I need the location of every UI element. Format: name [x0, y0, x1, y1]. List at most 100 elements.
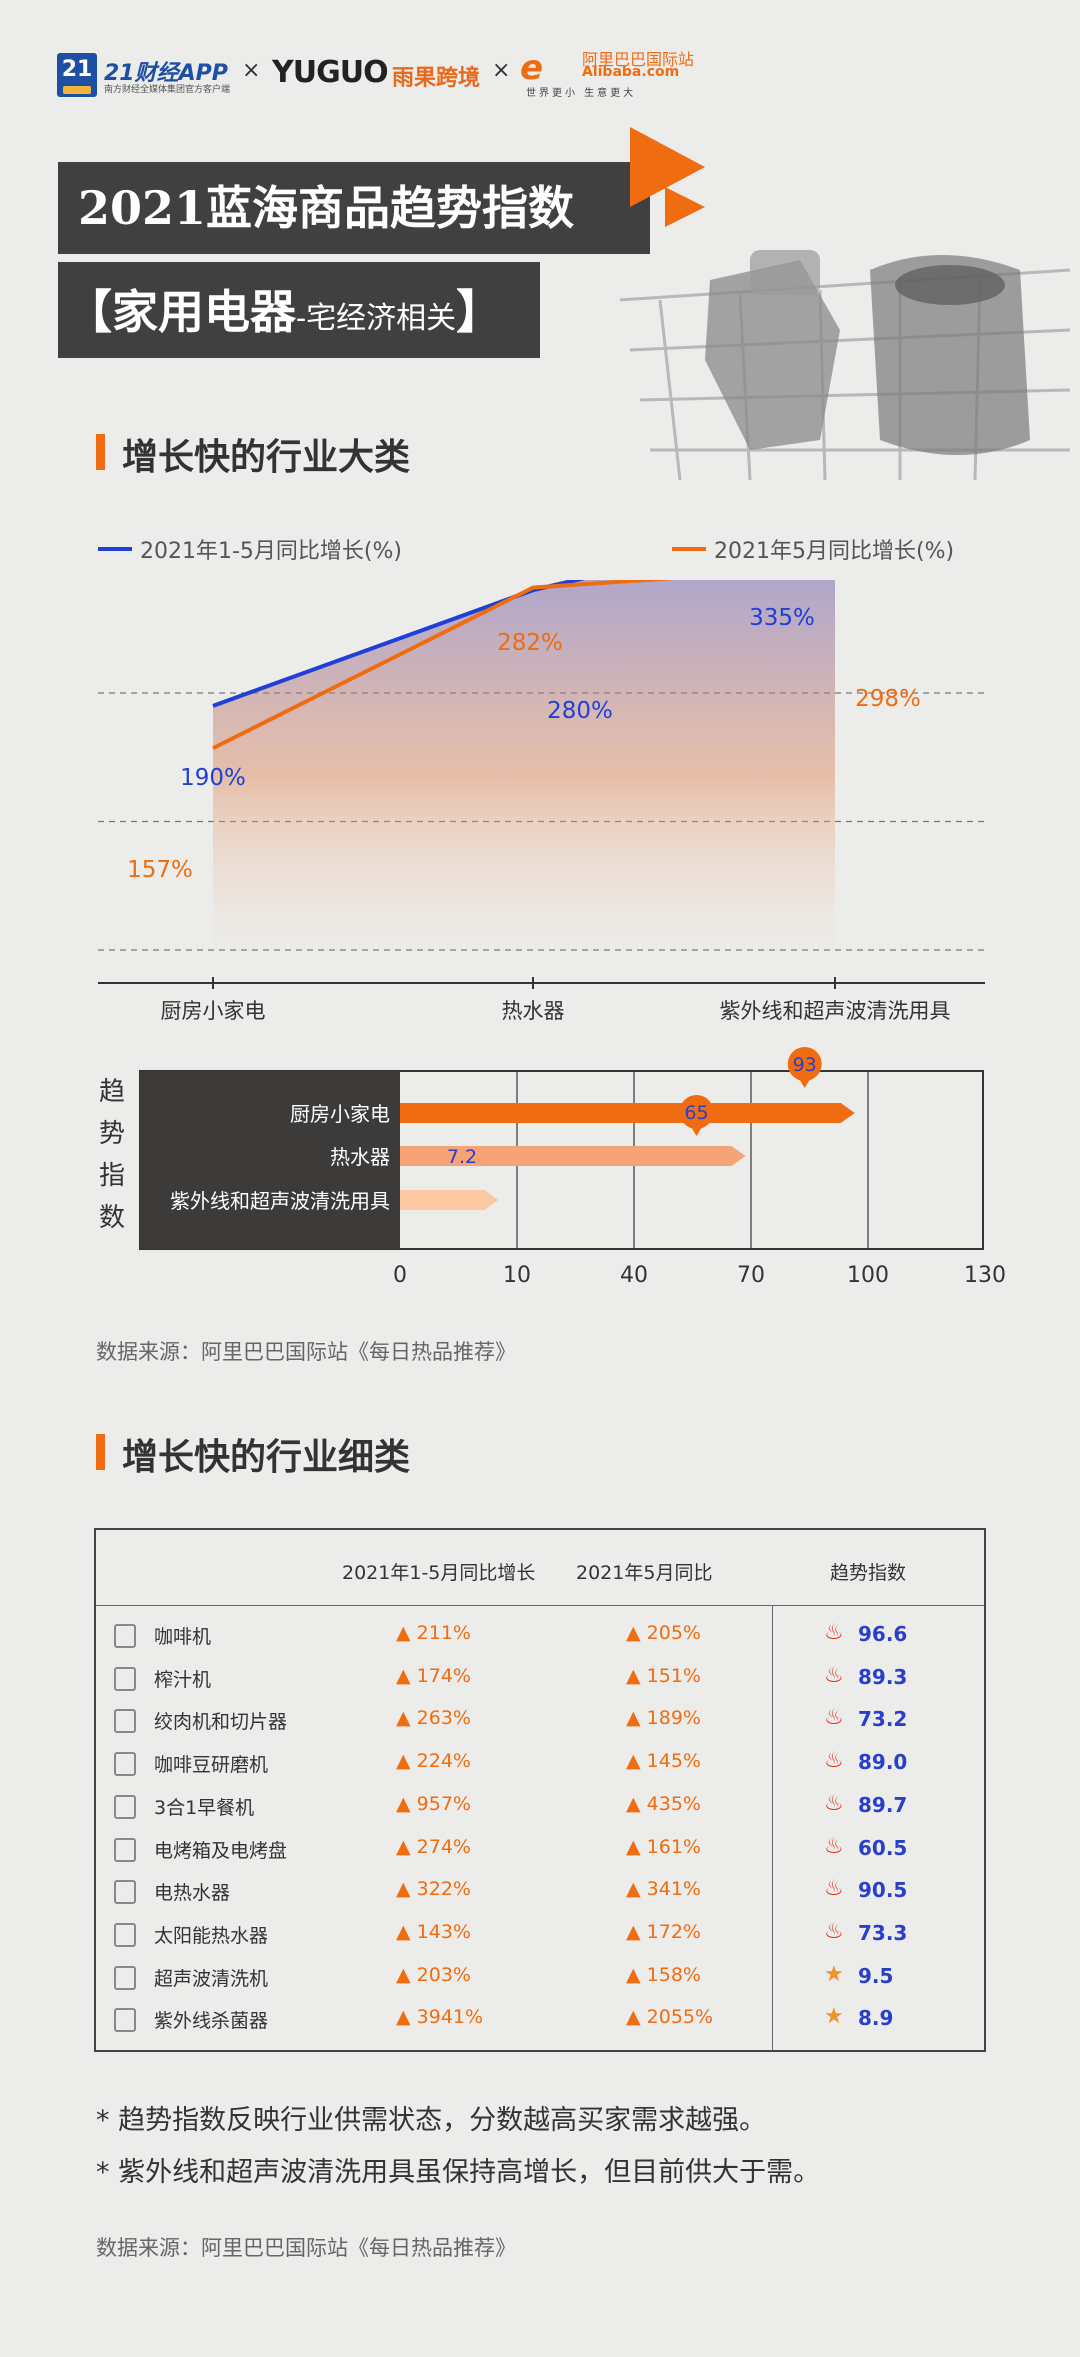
fire-icon: ♨ — [824, 1833, 844, 1859]
table-cell-ytd: ▲ 274% — [396, 1835, 471, 1858]
x-tick-label: 0 — [393, 1263, 407, 1288]
appliance-cart-illustration — [619, 250, 1071, 481]
appliance-icon — [114, 1922, 136, 1947]
brand-yuguo: YUGUO — [272, 55, 389, 90]
table-column-divider — [772, 1605, 773, 2050]
table-row: 3合1早餐机 ▲ 957% ▲ 435% ♨ 89.7 — [96, 1790, 984, 1821]
table-cell-ytd: ▲ 263% — [396, 1707, 471, 1730]
table-cell-ytd: ▲ 3941% — [396, 2006, 484, 2029]
x-tick-label: 130 — [964, 1263, 1006, 1288]
fire-icon: ♨ — [824, 1662, 844, 1688]
title-box — [58, 162, 650, 254]
detail-table: 2021年1-5月同比增长 2021年5月同比 趋势指数 咖啡机 ▲ 211% ▲ … — [94, 1528, 986, 2052]
star-icon: ★ — [824, 2004, 844, 2030]
table-row: 咖啡豆研磨机 ▲ 224% ▲ 145% ♨ 89.0 — [96, 1748, 984, 1778]
table-cell-index: 73.3 — [858, 1920, 908, 1945]
table-header-index: 趋势指数 — [830, 1562, 907, 1584]
table-cell-name: 太阳能热水器 — [154, 1924, 269, 1947]
table-cell-may: ▲ 158% — [626, 1963, 701, 1986]
y-axis-label-char: 趋 — [99, 1077, 125, 1107]
table-row: 紫外线杀菌器 ▲ 3941% ▲ 2055% ★ 8.9 — [96, 2004, 984, 2034]
series-line-1 — [212, 580, 675, 751]
page-subtitle: 【家用电器-宅经济相关】 — [66, 285, 503, 339]
table-header-may: 2021年5月同比 — [576, 1562, 713, 1584]
data-label-orange: 298% — [855, 686, 921, 712]
bar-category-label: 紫外线和超声波清洗用具 — [170, 1189, 390, 1213]
appliance-icon — [114, 1666, 136, 1691]
legend-blue-label: 2021年1-5月同比增长(%) — [140, 539, 402, 564]
x-tick-label: 紫外线和超声波清洗用具 — [720, 999, 951, 1023]
series-line-0 — [212, 580, 586, 708]
legend-orange-label: 2021年5月同比增长(%) — [714, 539, 955, 564]
table-cell-name: 3合1早餐机 — [154, 1796, 255, 1819]
table-cell-index: 89.7 — [858, 1792, 908, 1817]
bar — [400, 1146, 746, 1166]
play-arrow-icon — [630, 127, 705, 227]
x-tick-label: 70 — [737, 1263, 765, 1288]
data-label: 93 — [793, 1054, 817, 1076]
brand-21caijing: 21财经APP — [104, 61, 228, 86]
area-fill — [213, 580, 835, 950]
fire-icon: ♨ — [824, 1918, 844, 1944]
table-cell-may: ▲ 189% — [626, 1707, 701, 1730]
brand-alibaba-cn: 阿里巴巴国际站 — [582, 50, 695, 69]
table-row: 咖啡机 ▲ 211% ▲ 205% ♨ 96.6 — [96, 1620, 984, 1650]
table-cell-may: ▲ 161% — [626, 1835, 701, 1858]
data-label-badge — [679, 1095, 714, 1129]
data-label-orange: 282% — [497, 630, 563, 656]
table-header-ytd: 2021年1-5月同比增长 — [342, 1562, 536, 1584]
brand-yuguo-cn: 雨果跨境 — [392, 66, 481, 91]
table-cell-ytd: ▲ 224% — [396, 1750, 471, 1773]
fire-icon: ♨ — [824, 1705, 844, 1731]
data-label-blue: 280% — [547, 698, 613, 724]
table-cell-ytd: ▲ 322% — [396, 1878, 471, 1901]
data-label-blue: 190% — [180, 765, 246, 791]
table-cell-index: 9.5 — [858, 1963, 894, 1988]
times-separator-2: × — [492, 58, 511, 83]
appliance-icon — [114, 2008, 136, 2033]
section2-source: 数据来源：阿里巴巴国际站《每日热品推荐》 — [96, 2236, 516, 2260]
y-axis-label-char: 指 — [99, 1161, 125, 1191]
data-label-blue: 335% — [749, 605, 815, 631]
table-cell-index: 8.9 — [858, 2006, 894, 2031]
appliance-icon — [114, 1624, 136, 1648]
line-chart: 厨房小家电 热水器 紫外线和超声波清洗用具 190% 280% 335% 157% 282% 2… — [98, 580, 985, 1023]
table-header-divider — [96, 1605, 984, 1606]
note-2: * 紫外线和超声波清洗用具虽保持高增长，但目前供大于需。 — [96, 2157, 821, 2188]
table-cell-index: 73.2 — [858, 1707, 908, 1732]
y-axis-label-char: 势 — [99, 1119, 125, 1149]
bar-category-label: 厨房小家电 — [290, 1102, 390, 1126]
table-cell-name: 紫外线杀菌器 — [154, 2010, 269, 2033]
data-label: 7.2 — [447, 1146, 477, 1168]
appliance-icon — [114, 1837, 136, 1862]
legend-orange-swatch — [672, 547, 706, 551]
table-row: 太阳能热水器 ▲ 143% ▲ 172% ♨ 73.3 — [96, 1918, 984, 1949]
page-title: 2021蓝海商品趋势指数 — [78, 181, 575, 235]
data-label-badge-pointer — [798, 1078, 811, 1088]
table-cell-name: 电烤箱及电烤盘 — [154, 1839, 288, 1862]
table-cell-index: 89.0 — [858, 1750, 908, 1775]
brand-alibaba-slogan: 世界更小 生意更大 — [526, 88, 637, 99]
table-cell-may: ▲ 2055% — [626, 2006, 714, 2029]
table-cell-ytd: ▲ 174% — [396, 1664, 471, 1687]
brand-alibaba-en: Alibaba.com — [582, 64, 680, 80]
bar — [400, 1103, 855, 1123]
fire-icon: ♨ — [824, 1876, 844, 1902]
y-axis-label-char: 数 — [99, 1203, 125, 1233]
table-cell-may: ▲ 341% — [626, 1878, 701, 1901]
x-tick-label: 热水器 — [502, 999, 565, 1023]
table-cell-ytd: ▲ 203% — [396, 1963, 471, 1986]
table-row: 超声波清洗机 ▲ 203% ▲ 158% ★ 9.5 — [96, 1962, 984, 1992]
table-cell-ytd: ▲ 143% — [396, 1920, 471, 1943]
table-cell-may: ▲ 205% — [626, 1622, 701, 1644]
table-row: 绞肉机和切片器 ▲ 263% ▲ 189% ♨ 73.2 — [96, 1705, 984, 1735]
table-cell-name: 超声波清洗机 — [154, 1967, 269, 1990]
table-cell-ytd: ▲ 957% — [396, 1792, 471, 1815]
note-1: * 趋势指数反映行业供需状态，分数越高买家需求越强。 — [96, 2105, 767, 2136]
table-cell-may: ▲ 172% — [626, 1920, 701, 1943]
fire-icon: ♨ — [824, 1790, 844, 1816]
x-tick-label: 厨房小家电 — [161, 999, 266, 1023]
21caijing-logo: 21 — [57, 53, 97, 97]
alibaba-logo-icon: e — [520, 48, 544, 88]
table-row: 电热水器 ▲ 322% ▲ 341% ♨ 90.5 — [96, 1876, 984, 1906]
